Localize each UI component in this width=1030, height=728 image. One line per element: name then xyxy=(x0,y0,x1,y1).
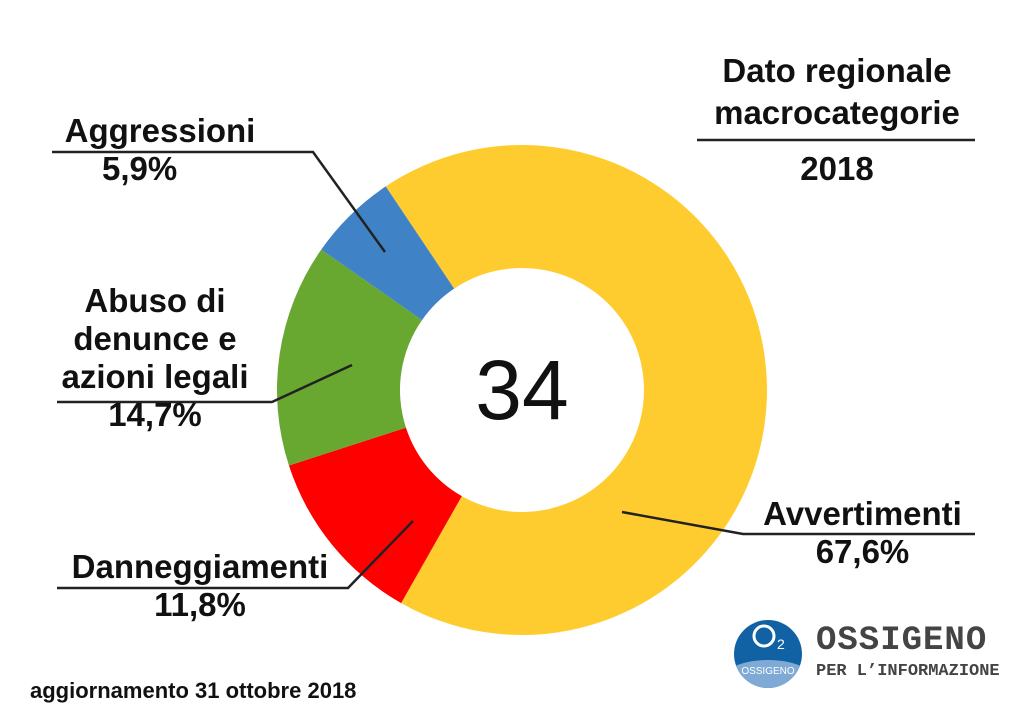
label-avvertimenti-value: 67,6% xyxy=(815,533,910,570)
leader-line-danneggiamenti xyxy=(57,520,414,590)
label-abuso-line-2: denunce e xyxy=(73,320,237,357)
label-abuso-value: 14,7% xyxy=(108,396,202,433)
slice-aggressioni xyxy=(321,186,455,321)
chart-year: 2018 xyxy=(800,150,874,187)
svg-text:OSSIGENO: OSSIGENO xyxy=(741,666,795,677)
label-aggressioni-name: Aggressioni xyxy=(64,112,256,149)
label-avvertimenti: Avvertimenti 67,6% xyxy=(745,495,980,571)
leader-line-abuso xyxy=(57,363,353,404)
logo-name: OSSIGENO xyxy=(816,622,988,660)
leader-line-avvertimenti xyxy=(621,510,975,536)
leader-line-aggressioni xyxy=(52,150,387,253)
center-total: 34 xyxy=(475,343,569,437)
slice-avvertimenti xyxy=(385,145,767,635)
update-note: aggiornamento 31 ottobre 2018 xyxy=(30,678,357,703)
label-abuso: Abuso di denunce e azioni legali 14,7% xyxy=(40,282,270,434)
o2-logo-icon: 2 OSSIGENO xyxy=(734,620,802,688)
chart-title-line-2: macrocategorie xyxy=(714,94,960,131)
chart-title-line-1: Dato regionale xyxy=(722,52,952,89)
label-aggressioni: Aggressioni 5,9% xyxy=(40,112,280,188)
label-aggressioni-value: 5,9% xyxy=(102,150,178,187)
slice-danneggiamenti xyxy=(288,427,462,604)
label-danneggiamenti-name: Danneggiamenti xyxy=(71,548,329,585)
slice-abuso xyxy=(276,249,423,466)
label-danneggiamenti-value: 11,8% xyxy=(154,586,246,623)
logo-subtitle: PER L’INFORMAZIONE xyxy=(816,662,1000,681)
ossigeno-logo: 2 OSSIGENO OSSIGENO PER L’INFORMAZIONE xyxy=(732,618,1012,690)
label-abuso-line-1: Abuso di xyxy=(84,282,226,319)
label-avvertimenti-name: Avvertimenti xyxy=(763,495,962,532)
svg-text:2: 2 xyxy=(777,636,785,652)
label-abuso-line-3: azioni legali xyxy=(61,358,249,395)
label-danneggiamenti: Danneggiamenti 11,8% xyxy=(55,548,345,624)
